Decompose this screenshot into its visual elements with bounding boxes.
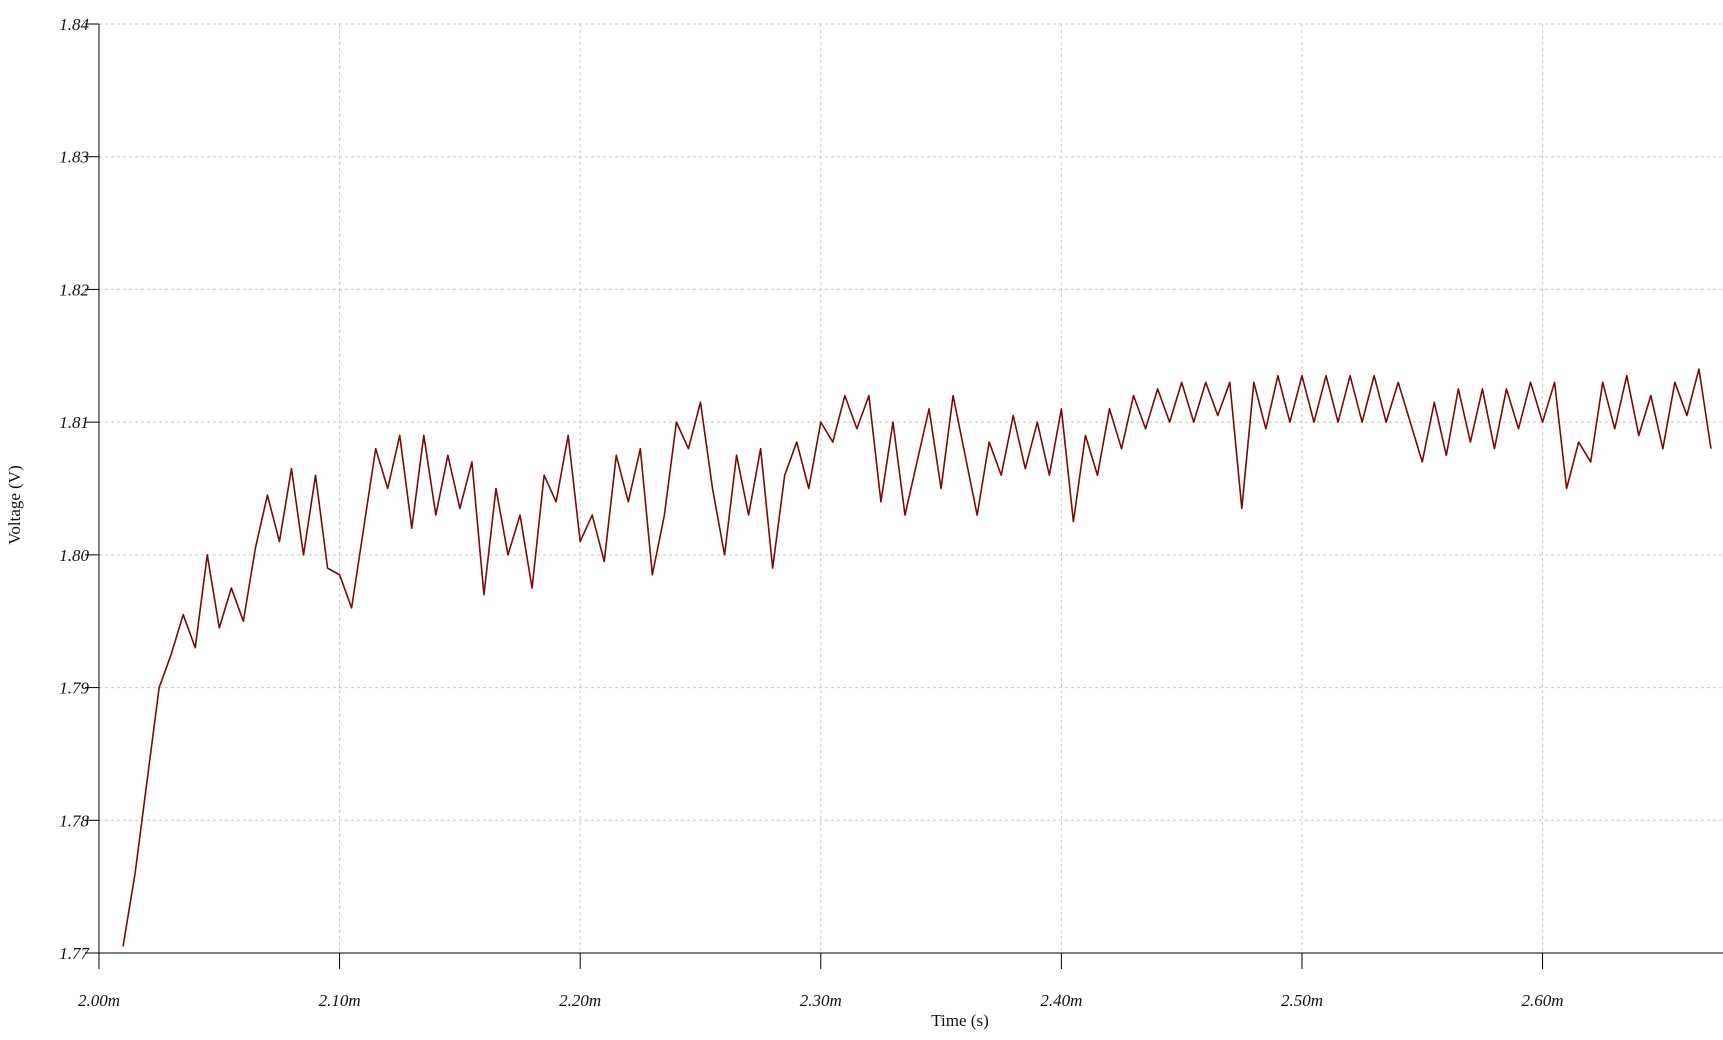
y-tick-label: 1.79 — [59, 679, 89, 698]
y-tick-label: 1.83 — [59, 148, 89, 167]
y-tick-label: 1.82 — [59, 280, 89, 299]
x-tick-label: 2.20m — [559, 991, 601, 1010]
y-tick-label: 1.80 — [59, 546, 89, 565]
x-tick-label: 2.40m — [1040, 991, 1082, 1010]
y-tick-label: 1.84 — [59, 15, 89, 34]
x-axis-title: Time (s) — [931, 1011, 988, 1030]
series-line — [122, 368, 1712, 947]
x-tick-label: 2.60m — [1522, 991, 1564, 1010]
y-tick-label: 1.78 — [59, 811, 89, 830]
x-tick-label: 2.00m — [78, 991, 120, 1010]
x-tick-label: 2.30m — [800, 991, 842, 1010]
x-tick-label: 2.50m — [1281, 991, 1323, 1010]
y-tick-label: 1.77 — [59, 944, 90, 963]
y-axis-title: Voltage (V) — [5, 465, 24, 544]
y-tick-label: 1.81 — [59, 413, 89, 432]
x-tick-label: 2.10m — [319, 991, 361, 1010]
